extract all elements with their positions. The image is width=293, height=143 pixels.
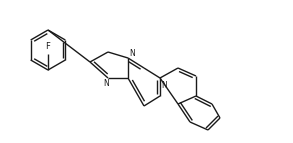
Text: N: N: [129, 48, 135, 57]
Text: N: N: [161, 81, 167, 90]
Text: F: F: [46, 42, 50, 51]
Text: N: N: [103, 80, 109, 89]
